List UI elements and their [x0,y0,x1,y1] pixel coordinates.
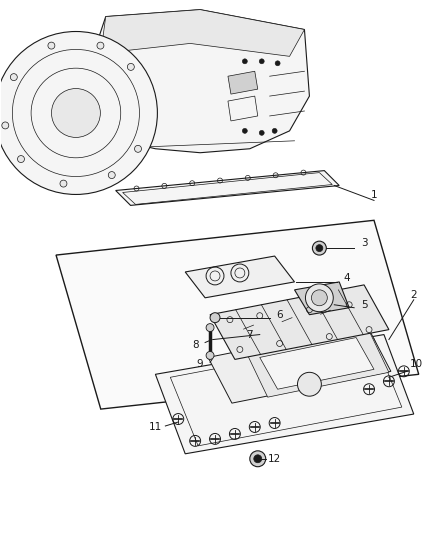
Text: 9: 9 [197,359,203,369]
Text: 12: 12 [268,454,281,464]
Circle shape [272,128,277,133]
Text: 11: 11 [149,422,162,432]
Circle shape [60,180,67,187]
Circle shape [127,63,134,70]
Circle shape [312,241,326,255]
Text: 4: 4 [344,273,350,283]
Circle shape [297,373,321,396]
Polygon shape [228,71,258,94]
Circle shape [242,59,247,64]
Circle shape [210,313,220,322]
Circle shape [2,122,9,129]
Polygon shape [294,282,349,314]
Polygon shape [210,285,389,359]
Circle shape [311,290,327,306]
Polygon shape [185,256,294,298]
Polygon shape [260,337,374,389]
Circle shape [242,128,247,133]
Text: 6: 6 [276,310,283,320]
Text: 7: 7 [247,329,253,340]
Polygon shape [155,335,414,454]
Circle shape [305,284,333,312]
Polygon shape [86,10,309,153]
Polygon shape [116,171,339,205]
Circle shape [259,59,264,64]
Circle shape [97,42,104,49]
Circle shape [18,156,25,163]
Circle shape [11,74,17,80]
Circle shape [0,31,157,195]
Circle shape [134,146,141,152]
Text: 10: 10 [410,359,423,369]
Circle shape [316,245,323,252]
Circle shape [206,351,214,359]
Circle shape [48,42,55,49]
Circle shape [259,131,264,135]
Text: 5: 5 [361,300,367,310]
Circle shape [275,61,280,66]
Text: 2: 2 [410,290,417,300]
Circle shape [52,88,100,138]
Polygon shape [101,10,304,56]
Polygon shape [56,220,419,409]
Circle shape [108,172,115,179]
Text: 1: 1 [371,190,377,200]
Polygon shape [208,326,391,403]
Circle shape [250,451,266,467]
Circle shape [206,324,214,332]
Text: 3: 3 [361,238,367,248]
Text: 8: 8 [192,340,198,350]
Polygon shape [245,325,389,397]
Circle shape [254,455,262,463]
